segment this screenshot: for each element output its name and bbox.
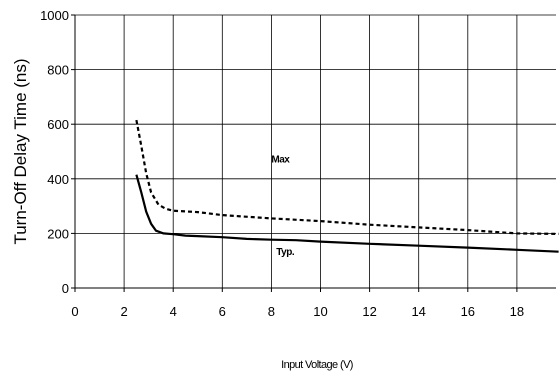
grid-lines: [75, 14, 556, 288]
y-tick-label-1000: 1000: [40, 8, 69, 23]
axes: [71, 14, 556, 292]
x-tick-label-12: 12: [362, 304, 376, 319]
series-lines: [135, 119, 559, 253]
x-tick-labels: 0 2 4 6 8 10 12 14 16 18: [71, 304, 524, 319]
annotation-typ: Typ.: [276, 247, 295, 258]
y-tick-label-800: 800: [47, 63, 69, 78]
y-tick-label-600: 600: [47, 117, 69, 132]
x-tick-label-0: 0: [71, 304, 78, 319]
annotations: Max Typ.: [271, 154, 295, 258]
x-tick-label-18: 18: [510, 304, 524, 319]
annotation-max: Max: [271, 154, 290, 165]
x-tick-label-10: 10: [313, 304, 327, 319]
y-tick-label-0: 0: [62, 281, 69, 296]
x-tick-label-14: 14: [411, 304, 425, 319]
x-axis-title: Input Voltage (V): [281, 359, 353, 371]
x-tick-label-8: 8: [268, 304, 275, 319]
series-line-typ: [135, 174, 559, 253]
y-axis-title: Turn-Off Delay Time (ns): [11, 58, 30, 244]
x-tick-label-2: 2: [120, 304, 127, 319]
y-tick-labels: 0 200 400 600 800 1000: [40, 8, 69, 296]
x-tick-label-16: 16: [461, 304, 475, 319]
x-tick-label-4: 4: [170, 304, 177, 319]
series-line-max: [135, 119, 559, 235]
y-tick-label-200: 200: [47, 226, 69, 241]
y-tick-label-400: 400: [47, 172, 69, 187]
x-tick-label-6: 6: [219, 304, 226, 319]
